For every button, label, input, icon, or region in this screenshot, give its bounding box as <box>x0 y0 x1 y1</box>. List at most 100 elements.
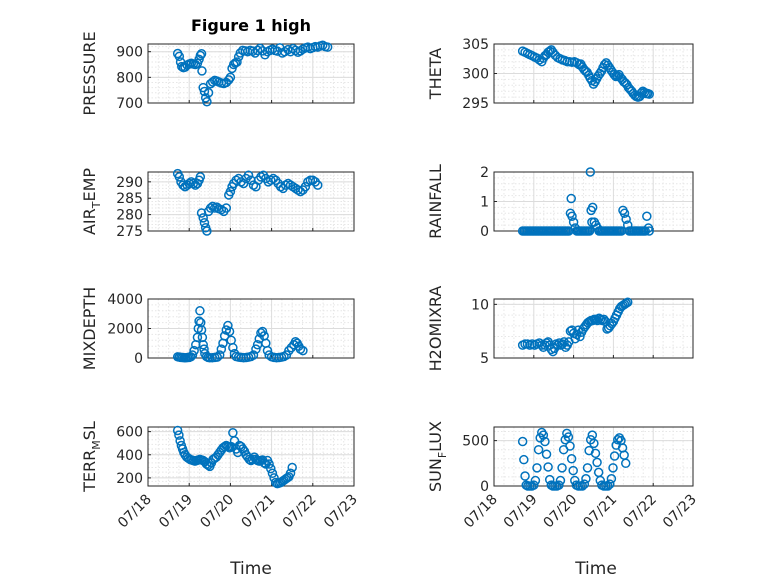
data-point <box>563 432 574 442</box>
data-point <box>295 186 306 197</box>
data-point <box>566 454 577 464</box>
data-point <box>267 468 278 479</box>
x-axis-label-left: Time <box>229 559 272 579</box>
data-point <box>228 342 238 353</box>
data-point <box>593 71 604 81</box>
data-point <box>257 326 268 337</box>
data-point <box>203 87 214 98</box>
data-point <box>587 217 597 227</box>
data-point <box>199 86 210 97</box>
data-point <box>590 448 601 459</box>
axes-frame <box>147 426 355 487</box>
data-point <box>172 425 183 436</box>
data-point <box>248 180 259 190</box>
x-tick-label: 07/23 <box>660 492 700 532</box>
data-point <box>621 214 631 224</box>
data-point <box>642 211 652 221</box>
x-tick-label: 07/20 <box>197 492 237 532</box>
data-point <box>520 471 530 481</box>
data-point <box>519 454 529 465</box>
data-point <box>195 306 205 316</box>
y-tick-label: 600 <box>116 425 143 441</box>
data-point <box>221 203 232 213</box>
axes-rainfall: 0 1 2 RAINFALL <box>426 164 694 240</box>
data-point <box>248 350 259 360</box>
data-point <box>198 339 208 350</box>
x-tick-label: 07/19 <box>156 492 196 532</box>
data-point <box>517 436 528 447</box>
x-tick-label: 07/20 <box>541 492 581 532</box>
data-point <box>174 430 184 440</box>
y-axis-label-rainfall: RAINFALL <box>426 164 445 239</box>
y-axis-label-pressure: PRESSURE <box>80 31 99 115</box>
data-point <box>577 481 588 491</box>
data-point <box>197 66 207 76</box>
y-tick-label: 1 <box>480 195 489 211</box>
y-tick-label: 280 <box>116 208 143 224</box>
data-point <box>284 345 294 356</box>
data-point <box>256 172 266 182</box>
data-point <box>620 458 631 469</box>
y-axis-label-mixdepth: MIXDEPTH <box>80 287 99 370</box>
data-point <box>198 213 208 223</box>
y-tick-label: 0 <box>480 479 489 495</box>
data-point <box>224 443 235 453</box>
y-tick-label: 295 <box>462 96 489 112</box>
data-point <box>219 441 230 452</box>
data-point <box>202 226 212 236</box>
data-point <box>322 42 333 52</box>
data-point <box>199 218 210 228</box>
x-tick-label: 07/18 <box>115 492 155 532</box>
data-point <box>287 462 297 473</box>
data-point <box>189 345 199 356</box>
x-tick-label: 07/22 <box>620 492 660 532</box>
x-tick-label: 07/19 <box>501 492 541 532</box>
data-point <box>225 186 236 197</box>
data-point <box>595 314 606 325</box>
axes-h2omixra: 5 10 H2OMIXRA <box>426 286 694 371</box>
data-point <box>192 332 203 343</box>
data-point <box>224 326 235 337</box>
y-axis-label-sun_flux: SUNFLUX <box>426 421 449 492</box>
data-point <box>585 167 596 177</box>
data-point <box>212 352 222 362</box>
data-point <box>195 172 206 182</box>
data-point <box>308 175 318 185</box>
x-tick-label: 07/21 <box>239 492 279 532</box>
data-point <box>252 45 263 56</box>
y-tick-label: 305 <box>462 37 489 53</box>
data-point <box>543 462 553 472</box>
y-axis-label-theta: THETA <box>426 48 445 100</box>
data-point <box>609 451 620 461</box>
data-point <box>565 441 575 451</box>
y-tick-label: 200 <box>116 471 143 487</box>
data-point <box>619 208 630 219</box>
data-point <box>298 345 308 356</box>
data-point <box>606 473 617 484</box>
axes-container: 700 800 900 PRESSURE 295 300 305 THETA 275280285… <box>80 31 700 531</box>
data-point <box>584 226 595 236</box>
y-tick-label: 700 <box>116 96 143 112</box>
data-point <box>223 441 233 452</box>
data-point <box>622 297 633 307</box>
data-point <box>529 480 539 490</box>
data-point <box>581 473 591 484</box>
data-point <box>225 72 236 83</box>
data-point <box>216 204 227 215</box>
data-point <box>194 316 204 326</box>
data-point <box>621 298 631 309</box>
data-point <box>207 201 218 212</box>
data-point <box>557 463 567 473</box>
data-point <box>223 320 233 331</box>
data-point <box>232 57 242 67</box>
y-tick-label: 2 <box>480 165 489 181</box>
data-point <box>216 344 227 354</box>
data-point <box>178 180 188 190</box>
y-tick-label: 0 <box>480 224 489 240</box>
data-point <box>195 50 206 61</box>
y-tick-label: 300 <box>462 67 489 83</box>
data-point <box>270 477 281 488</box>
axes-theta: 295 300 305 THETA <box>426 37 694 112</box>
